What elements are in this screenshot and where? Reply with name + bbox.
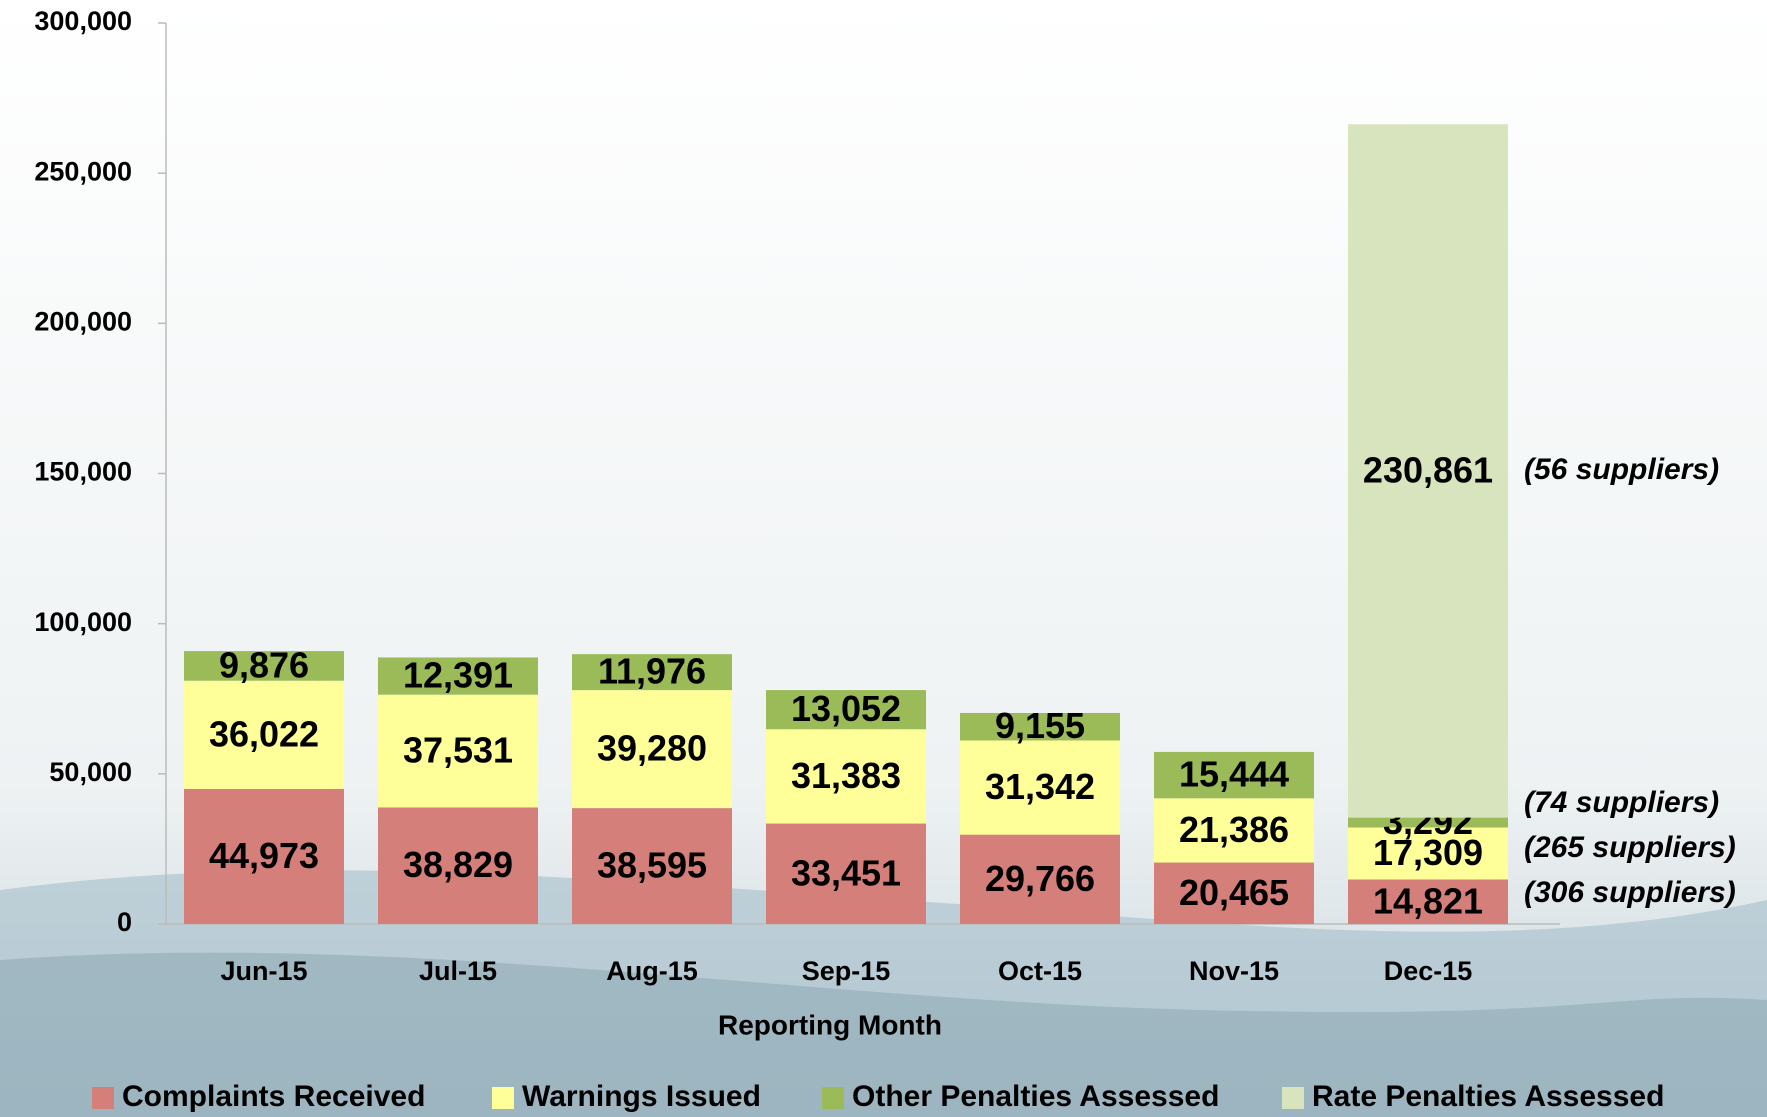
- value-label: 39,280: [597, 728, 707, 769]
- value-label: 13,052: [791, 688, 901, 729]
- value-label: 11,976: [598, 651, 706, 692]
- annotation: (74 suppliers): [1524, 786, 1719, 819]
- legend-label: Other Penalties Assessed: [852, 1080, 1219, 1113]
- value-label: 33,451: [791, 852, 901, 893]
- legend-label: Complaints Received: [122, 1080, 425, 1113]
- x-axis-title: Reporting Month: [718, 1009, 942, 1040]
- x-tick-label: Oct-15: [998, 956, 1082, 986]
- value-label: 9,876: [219, 644, 309, 685]
- value-label: 15,444: [1179, 754, 1289, 795]
- x-tick-label: Jun-15: [220, 956, 307, 986]
- value-label: 29,766: [985, 858, 1095, 899]
- annotation: (265 suppliers): [1524, 831, 1736, 864]
- value-label: 12,391: [403, 655, 513, 696]
- legend-swatch: [492, 1087, 514, 1109]
- value-label: 14,821: [1373, 880, 1483, 921]
- value-label: 31,342: [985, 766, 1095, 807]
- legend-swatch: [822, 1087, 844, 1109]
- annotation: (306 suppliers): [1524, 876, 1736, 909]
- x-tick-label: Dec-15: [1384, 956, 1473, 986]
- legend-label: Warnings Issued: [522, 1080, 761, 1113]
- value-label: 38,829: [403, 844, 513, 885]
- x-tick-label: Sep-15: [802, 956, 891, 986]
- chart: Reporting Month 0 50,000 100,000 150,000 200…: [0, 0, 1767, 1117]
- y-tick-label: 300,000: [34, 6, 132, 36]
- x-tick-label: Aug-15: [606, 956, 698, 986]
- legend-label: Rate Penalties Assessed: [1312, 1080, 1664, 1113]
- value-label: 31,383: [791, 755, 901, 796]
- y-tick-label: 250,000: [34, 156, 132, 186]
- x-tick-label: Nov-15: [1189, 956, 1279, 986]
- y-tick-label: 150,000: [34, 457, 132, 487]
- x-tick-label: Jul-15: [419, 956, 497, 986]
- y-tick-label: 100,000: [34, 607, 132, 637]
- legend-swatch: [1282, 1087, 1304, 1109]
- value-label: 38,595: [597, 845, 707, 886]
- value-label: 9,155: [995, 705, 1085, 746]
- value-label: 44,973: [209, 835, 319, 876]
- y-tick-label: 0: [117, 907, 132, 937]
- value-label: 37,531: [403, 730, 513, 771]
- annotation: (56 suppliers): [1524, 453, 1719, 486]
- value-label: 21,386: [1179, 809, 1289, 850]
- y-tick-label: 50,000: [49, 757, 132, 787]
- value-label: 36,022: [209, 713, 319, 754]
- y-tick-label: 200,000: [34, 306, 132, 336]
- legend-swatch: [92, 1087, 114, 1109]
- value-label: 20,465: [1179, 872, 1289, 913]
- value-label: 230,861: [1363, 449, 1493, 490]
